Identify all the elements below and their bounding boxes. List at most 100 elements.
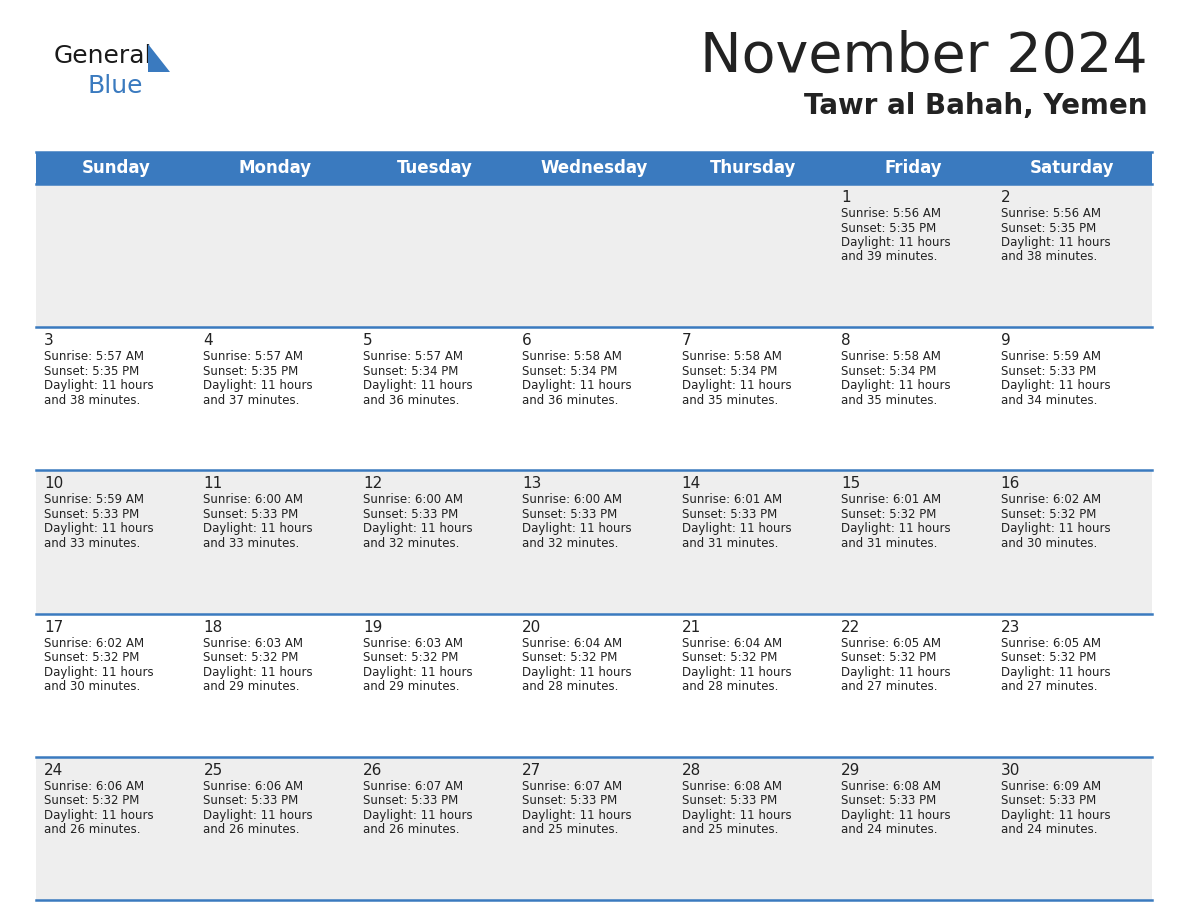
Text: Daylight: 11 hours: Daylight: 11 hours (523, 522, 632, 535)
Text: General: General (53, 44, 152, 68)
Text: and 26 minutes.: and 26 minutes. (203, 823, 299, 836)
Text: Daylight: 11 hours: Daylight: 11 hours (682, 522, 791, 535)
Text: Sunset: 5:33 PM: Sunset: 5:33 PM (523, 794, 618, 807)
Text: 25: 25 (203, 763, 222, 778)
Text: Friday: Friday (884, 159, 942, 177)
Bar (674, 152, 833, 184)
Text: 6: 6 (523, 333, 532, 348)
Text: Sunrise: 6:03 AM: Sunrise: 6:03 AM (362, 636, 463, 650)
Bar (36, 152, 196, 184)
Text: Sunset: 5:33 PM: Sunset: 5:33 PM (203, 508, 298, 521)
Text: Sunset: 5:32 PM: Sunset: 5:32 PM (682, 651, 777, 664)
Text: Sunrise: 6:05 AM: Sunrise: 6:05 AM (1000, 636, 1100, 650)
Text: and 33 minutes.: and 33 minutes. (44, 537, 140, 550)
Text: Daylight: 11 hours: Daylight: 11 hours (203, 809, 314, 822)
Text: Daylight: 11 hours: Daylight: 11 hours (44, 666, 153, 678)
Text: Tuesday: Tuesday (397, 159, 473, 177)
Text: Sunrise: 6:00 AM: Sunrise: 6:00 AM (203, 493, 303, 507)
Text: Sunset: 5:34 PM: Sunset: 5:34 PM (841, 364, 936, 377)
Text: Sunrise: 5:59 AM: Sunrise: 5:59 AM (44, 493, 144, 507)
Text: and 28 minutes.: and 28 minutes. (523, 680, 619, 693)
Text: Sunrise: 6:00 AM: Sunrise: 6:00 AM (523, 493, 623, 507)
Text: Sunset: 5:33 PM: Sunset: 5:33 PM (1000, 794, 1095, 807)
Text: Sunrise: 6:05 AM: Sunrise: 6:05 AM (841, 636, 941, 650)
Text: and 27 minutes.: and 27 minutes. (841, 680, 937, 693)
Text: Sunset: 5:32 PM: Sunset: 5:32 PM (203, 651, 299, 664)
Text: Sunrise: 6:07 AM: Sunrise: 6:07 AM (523, 779, 623, 793)
Text: Sunrise: 5:56 AM: Sunrise: 5:56 AM (841, 207, 941, 220)
Text: Sunrise: 6:02 AM: Sunrise: 6:02 AM (1000, 493, 1101, 507)
Text: Sunrise: 5:57 AM: Sunrise: 5:57 AM (362, 350, 463, 364)
Text: Sunset: 5:34 PM: Sunset: 5:34 PM (362, 364, 459, 377)
Text: Sunset: 5:33 PM: Sunset: 5:33 PM (841, 794, 936, 807)
Text: Sunrise: 5:58 AM: Sunrise: 5:58 AM (523, 350, 623, 364)
Text: Sunset: 5:34 PM: Sunset: 5:34 PM (682, 364, 777, 377)
Text: Daylight: 11 hours: Daylight: 11 hours (682, 809, 791, 822)
Text: 9: 9 (1000, 333, 1010, 348)
Text: Sunset: 5:35 PM: Sunset: 5:35 PM (1000, 221, 1095, 234)
Text: and 29 minutes.: and 29 minutes. (362, 680, 460, 693)
Text: Sunset: 5:32 PM: Sunset: 5:32 PM (44, 651, 139, 664)
Text: Daylight: 11 hours: Daylight: 11 hours (841, 236, 950, 249)
Text: Monday: Monday (239, 159, 311, 177)
Text: and 38 minutes.: and 38 minutes. (44, 394, 140, 407)
Text: 15: 15 (841, 476, 860, 491)
Text: Daylight: 11 hours: Daylight: 11 hours (1000, 666, 1111, 678)
Text: 21: 21 (682, 620, 701, 634)
Text: and 39 minutes.: and 39 minutes. (841, 251, 937, 263)
Text: Sunday: Sunday (81, 159, 150, 177)
Text: Sunrise: 6:06 AM: Sunrise: 6:06 AM (203, 779, 304, 793)
Text: 8: 8 (841, 333, 851, 348)
Text: 18: 18 (203, 620, 222, 634)
Text: 2: 2 (1000, 190, 1010, 205)
Text: 28: 28 (682, 763, 701, 778)
Text: Saturday: Saturday (1030, 159, 1114, 177)
Text: Sunrise: 5:56 AM: Sunrise: 5:56 AM (1000, 207, 1100, 220)
Text: Sunrise: 6:04 AM: Sunrise: 6:04 AM (523, 636, 623, 650)
Text: Daylight: 11 hours: Daylight: 11 hours (841, 522, 950, 535)
Text: 3: 3 (44, 333, 53, 348)
Text: and 29 minutes.: and 29 minutes. (203, 680, 299, 693)
Text: Sunrise: 6:06 AM: Sunrise: 6:06 AM (44, 779, 144, 793)
Text: Sunset: 5:33 PM: Sunset: 5:33 PM (682, 794, 777, 807)
Bar (992, 152, 1152, 184)
Text: and 31 minutes.: and 31 minutes. (682, 537, 778, 550)
Text: Sunrise: 5:59 AM: Sunrise: 5:59 AM (1000, 350, 1100, 364)
Text: Daylight: 11 hours: Daylight: 11 hours (362, 666, 473, 678)
Text: 19: 19 (362, 620, 383, 634)
Text: Sunset: 5:33 PM: Sunset: 5:33 PM (362, 794, 459, 807)
Text: Daylight: 11 hours: Daylight: 11 hours (1000, 522, 1111, 535)
Polygon shape (148, 44, 170, 72)
Text: and 32 minutes.: and 32 minutes. (523, 537, 619, 550)
Text: Sunset: 5:33 PM: Sunset: 5:33 PM (1000, 364, 1095, 377)
Text: Sunrise: 5:58 AM: Sunrise: 5:58 AM (841, 350, 941, 364)
Text: Daylight: 11 hours: Daylight: 11 hours (1000, 809, 1111, 822)
Text: Sunset: 5:33 PM: Sunset: 5:33 PM (682, 508, 777, 521)
Text: and 38 minutes.: and 38 minutes. (1000, 251, 1097, 263)
Text: Tawr al Bahah, Yemen: Tawr al Bahah, Yemen (804, 92, 1148, 120)
Text: Sunrise: 6:01 AM: Sunrise: 6:01 AM (682, 493, 782, 507)
Text: Sunrise: 6:09 AM: Sunrise: 6:09 AM (1000, 779, 1101, 793)
Text: 29: 29 (841, 763, 860, 778)
Text: 14: 14 (682, 476, 701, 491)
Text: Sunset: 5:32 PM: Sunset: 5:32 PM (1000, 651, 1097, 664)
Text: Daylight: 11 hours: Daylight: 11 hours (362, 379, 473, 392)
Bar (36, 327, 1152, 470)
Text: and 26 minutes.: and 26 minutes. (362, 823, 460, 836)
Text: Daylight: 11 hours: Daylight: 11 hours (523, 666, 632, 678)
Text: Daylight: 11 hours: Daylight: 11 hours (523, 379, 632, 392)
Text: Sunset: 5:33 PM: Sunset: 5:33 PM (362, 508, 459, 521)
Text: Sunset: 5:33 PM: Sunset: 5:33 PM (44, 508, 139, 521)
Text: Daylight: 11 hours: Daylight: 11 hours (682, 666, 791, 678)
Text: and 24 minutes.: and 24 minutes. (841, 823, 937, 836)
Text: and 37 minutes.: and 37 minutes. (203, 394, 299, 407)
Text: Sunset: 5:32 PM: Sunset: 5:32 PM (44, 794, 139, 807)
Text: November 2024: November 2024 (701, 30, 1148, 84)
Text: 11: 11 (203, 476, 222, 491)
Text: Daylight: 11 hours: Daylight: 11 hours (44, 522, 153, 535)
Text: and 30 minutes.: and 30 minutes. (1000, 537, 1097, 550)
Text: Thursday: Thursday (710, 159, 797, 177)
Text: Sunrise: 6:04 AM: Sunrise: 6:04 AM (682, 636, 782, 650)
Text: Daylight: 11 hours: Daylight: 11 hours (203, 522, 314, 535)
Text: Daylight: 11 hours: Daylight: 11 hours (841, 809, 950, 822)
